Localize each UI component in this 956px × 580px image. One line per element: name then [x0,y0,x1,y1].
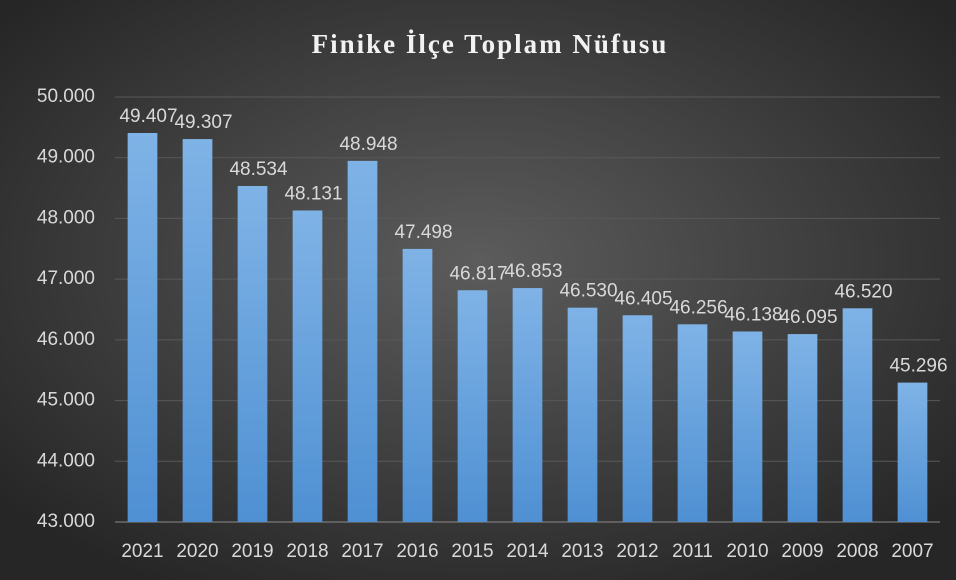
bar [787,334,818,522]
bar [347,160,378,522]
data-label: 46.095 [779,307,837,328]
x-tick-label: 2011 [672,541,713,562]
y-tick-label: 50.000 [37,86,95,107]
y-tick-label: 43.000 [37,511,95,532]
data-label: 46.853 [504,261,562,282]
bar [677,324,708,522]
y-tick-label: 49.000 [37,147,95,168]
data-label: 48.534 [229,159,288,180]
x-tick-label: 2014 [506,541,549,562]
x-tick-label: 2009 [781,541,823,562]
data-label: 46.256 [669,297,727,318]
bar [127,133,158,522]
x-tick-label: 2016 [396,541,438,562]
bar [732,331,763,522]
bar [842,308,873,522]
bar [897,382,928,522]
data-label: 46.520 [834,281,892,302]
bar [292,210,323,522]
y-tick-label: 47.000 [37,268,95,289]
y-tick-label: 45.000 [37,390,95,411]
bar [237,186,268,522]
x-tick-label: 2017 [341,541,383,562]
data-label: 48.948 [339,134,397,155]
bar [512,288,543,522]
data-label: 48.131 [284,183,342,204]
x-tick-label: 2019 [231,541,273,562]
x-tick-label: 2012 [616,541,658,562]
x-tick-label: 2008 [836,541,878,562]
bar [457,290,488,522]
data-label: 46.405 [614,288,672,309]
bar [182,139,213,522]
x-tick-label: 2018 [286,541,328,562]
x-tick-label: 2020 [176,541,218,562]
data-label: 46.530 [559,281,617,302]
chart-title: Finike İlçe Toplam Nüfusu [312,29,669,59]
data-label: 46.138 [724,304,782,325]
x-tick-label: 2021 [121,541,163,562]
x-tick-label: 2010 [726,541,768,562]
bar [622,315,653,522]
data-label: 49.307 [174,112,232,133]
x-tick-label: 2015 [451,541,493,562]
data-label: 49.407 [119,106,177,127]
y-tick-label: 48.000 [37,207,95,228]
y-tick-label: 44.000 [37,450,95,471]
bar [567,307,598,522]
bar [402,248,433,522]
x-tick-label: 2013 [561,541,603,562]
x-tick-label: 2007 [891,541,933,562]
data-label: 46.817 [449,263,507,284]
data-label: 47.498 [394,222,452,243]
data-label: 45.296 [889,356,947,377]
y-tick-label: 46.000 [37,329,95,350]
